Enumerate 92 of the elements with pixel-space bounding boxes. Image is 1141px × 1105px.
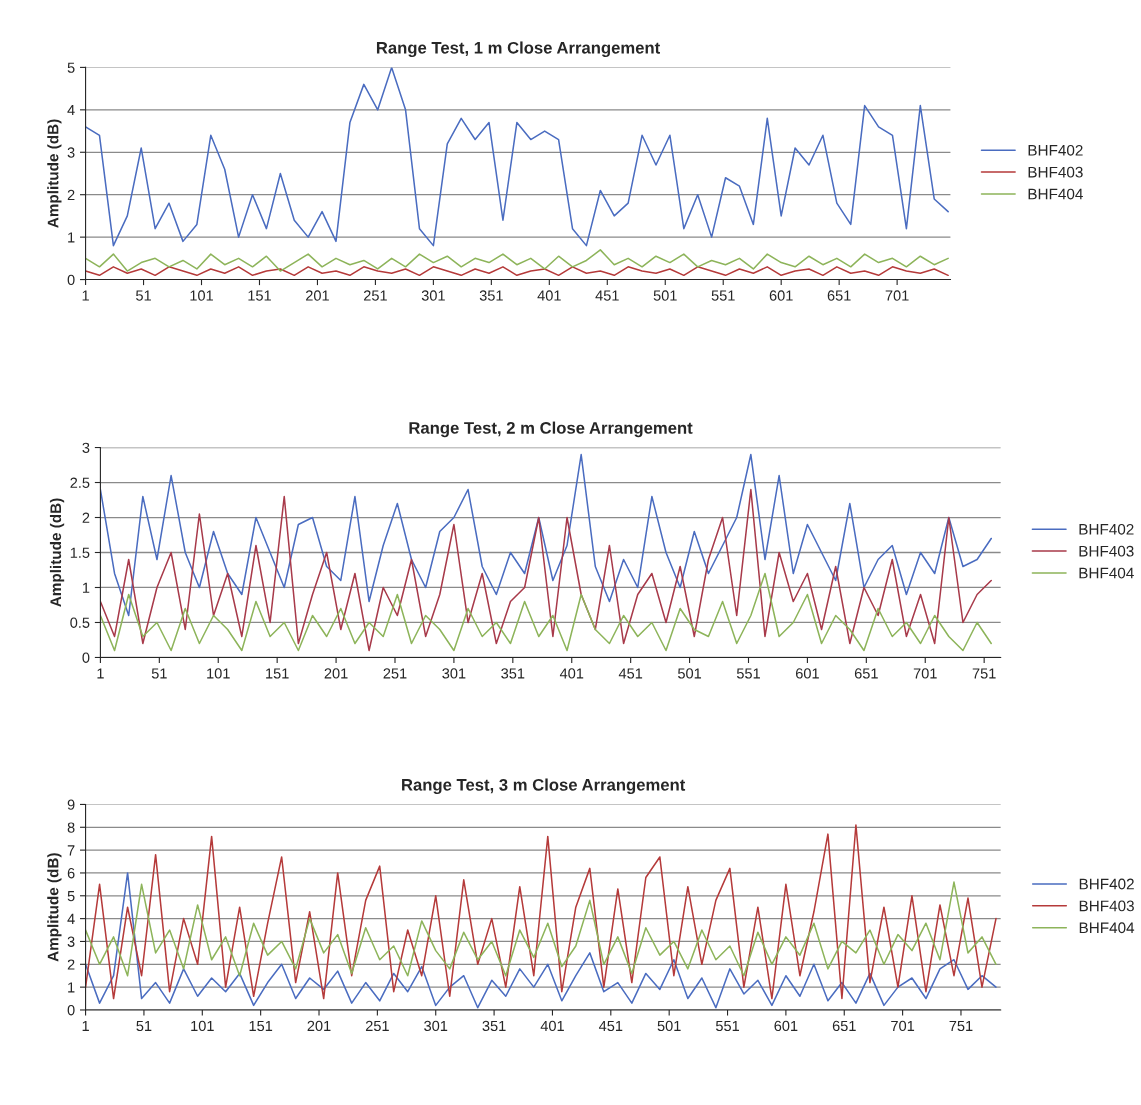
y-axis-title: Amplitude (dB) — [47, 119, 62, 228]
y-tick-label: 7 — [67, 845, 75, 856]
y-tick-label: 1 — [68, 232, 75, 243]
line-series — [85, 67, 949, 247]
y-tick-label: 3 — [67, 936, 75, 947]
x-tick-label: 651 — [854, 668, 878, 679]
y-tick-label: 1.5 — [70, 547, 90, 558]
chart-title: Range Test, 1 m Close Arrangement — [376, 41, 660, 58]
x-tick-label: 451 — [598, 1020, 623, 1032]
y-tick-label: 2.5 — [70, 477, 90, 488]
line-series — [85, 824, 997, 1000]
x-tick-label: 751 — [949, 1020, 973, 1032]
y-tick-label: 8 — [67, 822, 75, 833]
x-tick-label: 501 — [653, 290, 677, 301]
y-tick-label: 3 — [67, 147, 75, 158]
x-tick-label: 601 — [769, 290, 793, 301]
y-tick-label: 0.5 — [70, 617, 90, 628]
x-tick-label: 51 — [136, 290, 151, 301]
y-tick-label: 5 — [67, 891, 75, 902]
x-tick-label: 1 — [97, 668, 104, 679]
x-tick-label: 251 — [365, 1020, 389, 1032]
y-tick-label: 0 — [67, 1005, 75, 1016]
x-tick-label: 451 — [618, 668, 643, 679]
x-tick-label: 251 — [363, 290, 387, 301]
x-tick-label: 51 — [136, 1020, 152, 1032]
x-tick-label: 101 — [190, 290, 213, 301]
x-tick-label: 701 — [913, 668, 937, 679]
line-series — [100, 488, 992, 652]
x-tick-label: 501 — [677, 668, 702, 679]
line-series — [85, 266, 949, 277]
x-tick-label: 551 — [736, 668, 760, 679]
line-series — [100, 453, 992, 617]
x-tick-label: 351 — [479, 290, 503, 301]
chart-title: Range Test, 2 m Close Arrangement — [409, 421, 693, 438]
x-tick-label: 401 — [537, 290, 561, 301]
x-tick-label: 101 — [191, 1020, 214, 1032]
x-tick-label: 101 — [207, 668, 230, 679]
x-tick-label: 51 — [151, 668, 167, 679]
line-series — [85, 881, 997, 977]
y-tick-label: 3 — [82, 442, 90, 453]
y-axis-title: Amplitude (dB) — [49, 498, 65, 607]
x-tick-label: 601 — [774, 1020, 798, 1032]
y-axis-title: Amplitude (dB) — [47, 853, 62, 962]
x-tick-label: 551 — [711, 290, 735, 301]
x-tick-label: 701 — [891, 1020, 915, 1032]
x-tick-label: 151 — [266, 668, 289, 679]
legend-label: BHF404 — [1079, 922, 1135, 934]
x-tick-label: 301 — [421, 290, 445, 301]
y-tick-label: 2 — [67, 959, 75, 970]
x-tick-label: 501 — [657, 1020, 681, 1032]
x-tick-label: 301 — [442, 668, 466, 679]
legend-label: BHF402 — [1079, 523, 1134, 535]
legend-label: BHF403 — [1079, 545, 1134, 557]
x-tick-label: 201 — [306, 290, 329, 301]
line-series — [85, 872, 997, 1009]
x-tick-label: 301 — [424, 1020, 448, 1032]
y-tick-label: 6 — [67, 868, 75, 879]
x-tick-label: 401 — [559, 668, 584, 679]
chart-title: Range Test, 3 m Close Arrangement — [402, 778, 686, 795]
x-tick-label: 201 — [307, 1020, 331, 1032]
y-tick-label: 2 — [67, 189, 75, 200]
x-tick-label: 151 — [249, 1020, 273, 1032]
y-tick-label: 1 — [82, 582, 90, 593]
legend-label: BHF402 — [1028, 144, 1083, 156]
y-tick-label: 5 — [67, 62, 75, 73]
legend-label: BHF404 — [1028, 188, 1083, 200]
y-tick-label: 9 — [67, 799, 75, 810]
y-tick-label: 1 — [68, 982, 75, 993]
legend-label: BHF403 — [1028, 166, 1083, 178]
x-tick-label: 251 — [383, 668, 407, 679]
y-tick-label: 0 — [67, 274, 75, 285]
y-tick-label: 0 — [82, 652, 90, 663]
legend-label: BHF402 — [1079, 878, 1134, 890]
x-tick-label: 601 — [795, 668, 819, 679]
x-tick-label: 651 — [832, 1020, 856, 1032]
x-tick-label: 451 — [595, 290, 619, 301]
x-tick-label: 351 — [482, 1020, 506, 1032]
line-series — [85, 249, 949, 272]
x-tick-label: 701 — [885, 290, 909, 301]
legend-label: BHF403 — [1079, 900, 1134, 912]
x-tick-label: 201 — [324, 668, 348, 679]
x-tick-label: 401 — [540, 1020, 564, 1032]
x-tick-label: 551 — [715, 1020, 739, 1032]
x-tick-label: 351 — [501, 668, 525, 679]
x-tick-label: 651 — [827, 290, 851, 301]
y-tick-label: 4 — [67, 913, 75, 924]
legend-label: BHF404 — [1079, 567, 1134, 579]
x-tick-label: 751 — [972, 668, 996, 679]
x-tick-label: 151 — [248, 290, 271, 301]
y-tick-label: 4 — [67, 105, 75, 116]
y-tick-label: 2 — [82, 512, 90, 523]
line-series — [100, 572, 992, 652]
